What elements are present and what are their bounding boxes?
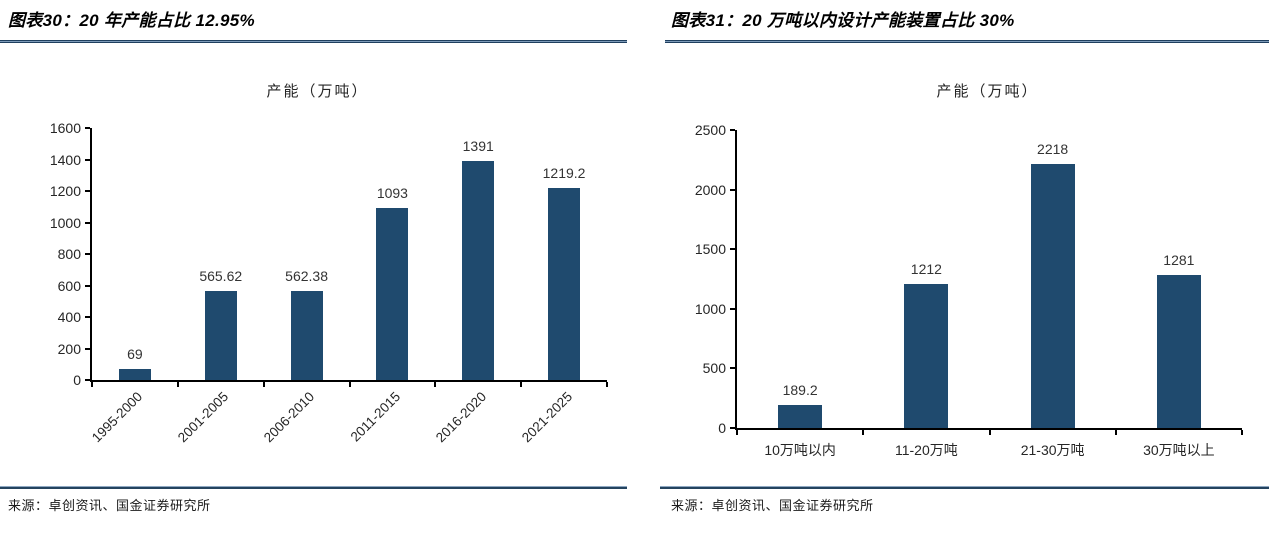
bar-value-label: 565.62 bbox=[199, 267, 243, 284]
x-axis-tick bbox=[434, 382, 437, 387]
bar bbox=[904, 283, 949, 428]
x-axis-tick bbox=[348, 382, 351, 387]
x-axis-category-label: 1995-2000 bbox=[89, 389, 146, 446]
y-axis-tick bbox=[85, 347, 90, 350]
source-note: 来源：卓创资讯、国金证券研究所 bbox=[8, 498, 211, 513]
figure-31-header: 图表31：20 万吨以内设计产能装置占比 30% bbox=[671, 11, 1015, 30]
y-axis-tick-label: 1200 bbox=[49, 183, 81, 199]
bar-chart-capacity-by-unit-size: 0 500 1000 1500 2000 2500 189.2 10万吨以内 1212 11-20… bbox=[695, 122, 1243, 458]
y-axis-tick bbox=[730, 188, 735, 191]
chart-title: 产能（万吨） bbox=[936, 83, 1039, 100]
y-axis-tick bbox=[730, 307, 735, 310]
category-slot: 1391 2016-2020 bbox=[433, 128, 521, 445]
y-axis-tick bbox=[85, 190, 90, 192]
x-axis-category-label: 21-30万吨 bbox=[1020, 442, 1085, 458]
category-slot: 1093 2011-2015 bbox=[347, 128, 435, 445]
y-axis-tick-label: 1000 bbox=[694, 300, 726, 317]
y-axis-tick bbox=[730, 427, 735, 429]
x-axis-category-label: 2016-2020 bbox=[432, 389, 489, 446]
source-note: 来源：卓创资讯、国金证券研究所 bbox=[671, 498, 874, 513]
x-axis-category-label: 10万吨以内 bbox=[764, 442, 836, 458]
bar bbox=[118, 369, 151, 380]
category-slot: 69 1995-2000 bbox=[89, 128, 178, 445]
bar bbox=[376, 207, 409, 380]
y-axis-tick bbox=[730, 367, 735, 370]
bar-value-label: 2218 bbox=[1037, 140, 1069, 157]
bar-value-label: 189.2 bbox=[782, 382, 818, 399]
x-axis-tick bbox=[1114, 430, 1117, 435]
category-slot: 2218 21-30万吨 bbox=[990, 130, 1116, 458]
y-axis-tick bbox=[85, 221, 90, 224]
bar-value-label: 1093 bbox=[376, 184, 408, 201]
figure-30-header: 图表30：20 年产能占比 12.95% bbox=[8, 11, 255, 30]
header-rule bbox=[0, 40, 627, 43]
y-axis-tick-label: 400 bbox=[57, 309, 81, 325]
bar-chart-capacity-by-period: 0 200 400 600 800 1000 1200 1400 1600 69 1995-2000… bbox=[50, 120, 608, 445]
y-axis-tick bbox=[85, 379, 90, 381]
x-axis-tick bbox=[176, 382, 179, 387]
x-axis-tick bbox=[988, 430, 991, 435]
y-axis-tick-label: 2000 bbox=[694, 181, 726, 198]
y-axis-tick bbox=[85, 127, 90, 129]
x-axis-tick bbox=[520, 382, 523, 387]
x-axis-tick bbox=[262, 382, 265, 387]
source-rule bbox=[0, 486, 627, 489]
x-axis-tick bbox=[862, 430, 865, 435]
category-slot: 565.62 2001-2005 bbox=[175, 128, 264, 445]
bar bbox=[548, 187, 581, 380]
plot-area: 69 1995-2000 565.62 2001-2005 562.38 2006-201… bbox=[89, 128, 607, 445]
y-axis-tick bbox=[85, 158, 90, 161]
x-axis-category-label: 2011-2015 bbox=[347, 389, 404, 445]
x-axis-tick bbox=[91, 382, 93, 387]
y-axis-tick bbox=[730, 248, 735, 251]
category-slot: 189.2 10万吨以内 bbox=[737, 130, 863, 458]
x-axis-category-label: 30万吨以上 bbox=[1143, 442, 1215, 458]
x-axis-category-label: 2006-2010 bbox=[260, 389, 318, 446]
header-rule bbox=[665, 40, 1269, 43]
bar-value-label: 1219.2 bbox=[542, 164, 586, 181]
y-axis-tick-label: 800 bbox=[57, 246, 81, 262]
y-axis-tick-label: 1600 bbox=[49, 120, 81, 136]
bar bbox=[1030, 163, 1075, 428]
bar bbox=[778, 405, 823, 428]
figure-31: 图表31：20 万吨以内设计产能装置占比 30% 产能（万吨） 0 500 1000… bbox=[635, 0, 1269, 534]
bar bbox=[204, 290, 237, 380]
bar-value-label: 69 bbox=[127, 346, 143, 363]
y-axis-tick bbox=[730, 129, 735, 131]
y-axis-tick-label: 1500 bbox=[694, 241, 726, 258]
y-axis-tick bbox=[85, 253, 90, 255]
bar-value-label: 1281 bbox=[1163, 252, 1195, 269]
x-axis-category-label: 2021-2025 bbox=[518, 389, 575, 446]
x-axis-tick bbox=[606, 382, 608, 387]
figure-30: 图表30：20 年产能占比 12.95% 产能（万吨） 0 200 400 600 80… bbox=[0, 11, 627, 513]
x-axis-tick bbox=[736, 430, 738, 435]
y-axis-tick-label: 600 bbox=[57, 277, 81, 294]
y-axis-tick-label: 200 bbox=[57, 340, 81, 357]
category-slot: 1281 30万吨以上 bbox=[1116, 130, 1242, 458]
bar bbox=[1156, 275, 1201, 428]
category-slot: 562.38 2006-2010 bbox=[261, 128, 350, 445]
category-slot: 1219.2 2021-2025 bbox=[518, 128, 607, 445]
x-axis-category-label: 11-20万吨 bbox=[894, 442, 958, 458]
category-slot: 1212 11-20万吨 bbox=[863, 130, 989, 458]
bar bbox=[462, 160, 495, 380]
x-axis-category-label: 2001-2005 bbox=[175, 389, 232, 446]
y-axis-tick-label: 0 bbox=[718, 420, 726, 436]
chart-title: 产能（万吨） bbox=[266, 83, 369, 100]
bar bbox=[290, 291, 323, 380]
bar-value-label: 1212 bbox=[910, 260, 942, 277]
y-axis-tick-label: 2500 bbox=[694, 122, 726, 138]
plot-area: 189.2 10万吨以内 1212 11-20万吨 2218 21-30万吨 1281 30万… bbox=[737, 130, 1242, 458]
y-axis-tick-label: 0 bbox=[73, 372, 81, 388]
y-axis-tick-label: 500 bbox=[702, 360, 726, 377]
bar-value-label: 562.38 bbox=[285, 268, 328, 285]
y-axis-tick-label: 1400 bbox=[49, 151, 81, 168]
source-rule bbox=[660, 486, 1269, 489]
x-axis-tick bbox=[1241, 430, 1243, 435]
y-axis-tick bbox=[85, 316, 90, 318]
y-axis-tick bbox=[85, 284, 90, 287]
bar-value-label: 1391 bbox=[462, 137, 494, 154]
y-axis-tick-label: 1000 bbox=[49, 214, 81, 231]
